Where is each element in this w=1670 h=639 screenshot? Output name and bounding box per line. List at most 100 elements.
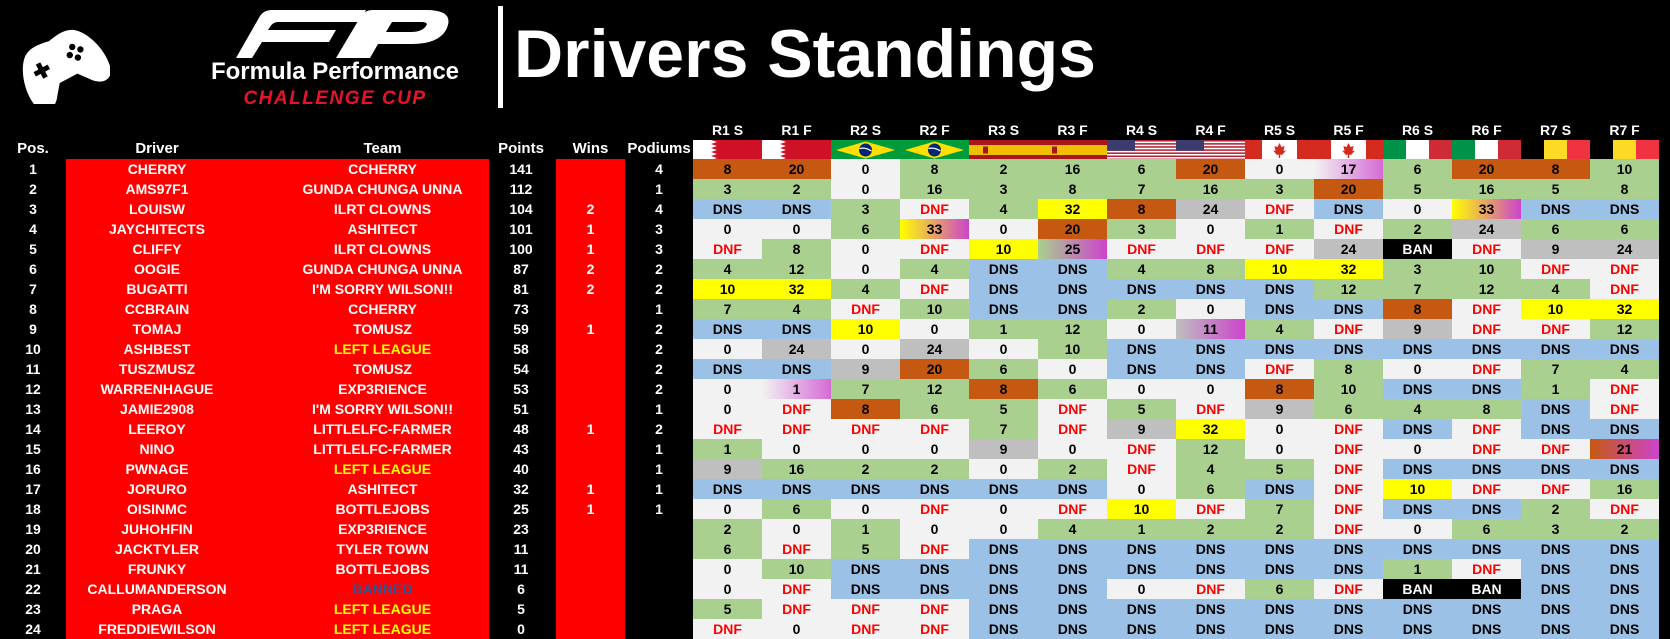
table-row: 23 PRAGA LEFT LEAGUE 5 5 DNF DNF DNF DNS DNS DNS DN… [0,599,1659,619]
race-result-cell: 24 [1590,239,1659,259]
race-result-cell: DNS [900,579,969,599]
table-row: 18 OISINMC BOTTLEJOBS 25 1 1 0 6 0 DNF 0 DNF 10 DNF 7 D… [0,499,1659,519]
team-cell: CCHERRY [348,301,417,317]
podiums-cell [625,619,693,639]
points-cell: 54 [513,361,529,377]
race-result-cell: DNF [1590,399,1659,419]
race-result-cell: DNS [1245,619,1314,639]
bahrain-flag-icon [762,140,831,160]
race-result-cell: 0 [900,319,969,339]
race-result-cell: 6 [969,359,1038,379]
race-result-cell: DNS [1452,499,1521,519]
race-result-cell: DNS [1038,299,1107,319]
race-result-cell: 3 [1245,179,1314,199]
points-cell: 32 [513,481,529,497]
table-row: 6 OOGIE GUNDA CHUNGA UNNA 87 2 2 4 12 0 4 DNS DNS 4 8… [0,259,1659,279]
race-result-cell: 6 [1521,219,1590,239]
race-result-cell: 8 [1383,299,1452,319]
race-result-cell: 0 [831,239,900,259]
team-cell: I'M SORRY WILSON!! [312,401,453,417]
team-cell: BOTTLEJOBS [335,561,430,577]
table-row: 8 CCBRAIN CCHERRY 73 1 7 4 DNF 10 DNS DNS 2 0 DNS DNS 8… [0,299,1659,319]
race-header: R3 S [969,120,1038,160]
race-result-cell: 16 [1176,179,1245,199]
race-header: R1 F [762,120,831,160]
race-result-cell: 2 [831,459,900,479]
race-result-cell: 0 [831,339,900,359]
position-cell: 24 [25,621,41,637]
table-row: 20 JACKTYLER TYLER TOWN 11 6 DNF 5 DNF DNS DNS DNS… [0,539,1659,559]
race-result-cell: DNF [1521,479,1590,499]
race-result-cell: 8 [1107,199,1176,219]
race-result-cell: 16 [1038,159,1107,179]
table-row: 13 JAMIE2908 I'M SORRY WILSON!! 51 1 0 DNF 8 6 5 D… [0,399,1659,419]
race-result-cell: 2 [1107,299,1176,319]
team-cell: ASHITECT [347,221,418,237]
race-result-cell: DNF [762,399,831,419]
race-result-cell: DNS [762,319,831,339]
race-result-cell: 0 [1107,379,1176,399]
race-label: R4 F [1195,122,1226,138]
race-result-cell: DNF [900,539,969,559]
race-result-cell: DNS [1176,339,1245,359]
table-row: 15 NINO LITTLELFC-FARMER 43 1 1 0 0 0 9 0 DNF 12 0 DNF… [0,439,1659,459]
wins-cell [556,519,625,539]
race-result-cell: DNF [1245,359,1314,379]
race-result-cell: 25 [1038,239,1107,259]
race-result-cell: 1 [1521,379,1590,399]
logo-subtitle: CHALLENGE CUP [243,88,427,109]
race-result-cell: DNS [1383,539,1452,559]
race-result-cell: DNF [1038,419,1107,439]
team-cell: ASHITECT [347,481,418,497]
race-result-cell: 4 [693,259,762,279]
race-result-cell: DNS [1038,579,1107,599]
race-result-cell: 0 [969,339,1038,359]
table-row: 9 TOMAJ TOMUSZ 59 1 2 DNS DNS 10 0 1 12 0 11 4 DNF 9 DNF D… [0,319,1659,339]
race-result-cell: DNF [1452,559,1521,579]
driver-cell: WARRENHAGUE [100,381,214,397]
race-result-cell: 5 [969,399,1038,419]
race-result-cell: DNS [693,479,762,499]
race-result-cell: DNS [1038,539,1107,559]
race-result-cell: DNF [762,579,831,599]
race-result-cell: 9 [831,359,900,379]
race-result-cell: 0 [1383,199,1452,219]
wins-cell [556,579,625,599]
table-row: 14 LEEROY LITTLELFC-FARMER 48 1 2 DNF DNF DNF DNF… [0,419,1659,439]
table-row: 3 LOUISW ILRT CLOWNS 104 2 4 DNS DNS 3 DNF 4 32 8 24 D… [0,199,1659,219]
race-result-cell: 10 [762,559,831,579]
race-label: R5 S [1263,122,1296,138]
race-result-cell: 0 [1383,439,1452,459]
race-result-cell: 0 [1176,219,1245,239]
race-result-cell: 9 [1521,239,1590,259]
race-header: R3 F [1038,120,1107,160]
race-result-cell: 3 [1383,259,1452,279]
race-result-cell: 7 [1107,179,1176,199]
race-result-cell: DNS [969,559,1038,579]
wins-cell [556,399,625,419]
race-result-cell: 4 [900,259,969,279]
race-label: R7 F [1609,122,1640,138]
race-result-cell: DNS [1383,419,1452,439]
race-result-cell: 8 [1521,159,1590,179]
podiums-cell: 2 [655,261,663,277]
race-result-cell: 3 [831,199,900,219]
race-result-cell: 0 [969,499,1038,519]
position-cell: 2 [29,181,37,197]
race-result-cell: 4 [1038,519,1107,539]
race-label: R3 F [1057,122,1088,138]
driver-cell: FREDDIEWILSON [98,621,216,637]
race-result-cell: 5 [1245,459,1314,479]
logo-name: Formula Performance [210,58,460,85]
wins-cell [556,619,625,639]
podiums-cell [625,559,693,579]
race-result-cell: 0 [1176,379,1245,399]
race-result-cell: DNF [1314,519,1383,539]
race-result-cell: 20 [900,359,969,379]
team-cell: LITTLELFC-FARMER [313,441,452,457]
race-result-cell: 0 [693,499,762,519]
wins-cell [556,439,625,459]
race-result-cell: DNF [1452,319,1521,339]
race-result-cell: DNS [1314,199,1383,219]
team-cell: LEFT LEAGUE [333,621,432,637]
